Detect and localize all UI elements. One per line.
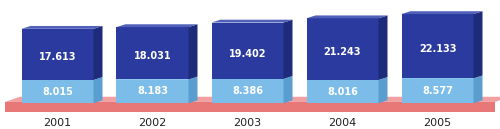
Text: 8.016: 8.016 <box>327 87 358 97</box>
Text: 22.133: 22.133 <box>419 44 456 54</box>
Polygon shape <box>94 26 102 80</box>
Polygon shape <box>306 18 378 80</box>
Polygon shape <box>212 20 292 23</box>
Polygon shape <box>212 79 284 103</box>
Polygon shape <box>402 78 473 103</box>
Polygon shape <box>188 24 198 79</box>
Text: 2001: 2001 <box>44 118 72 128</box>
Polygon shape <box>5 102 495 112</box>
Polygon shape <box>378 15 388 80</box>
Polygon shape <box>22 80 94 103</box>
Text: 21.243: 21.243 <box>324 47 361 57</box>
Polygon shape <box>5 97 500 102</box>
Text: 8.015: 8.015 <box>42 87 73 97</box>
Text: 8.183: 8.183 <box>137 86 168 96</box>
Polygon shape <box>22 29 94 80</box>
Polygon shape <box>402 75 482 78</box>
Polygon shape <box>212 76 292 79</box>
Polygon shape <box>284 20 292 79</box>
Polygon shape <box>116 24 198 27</box>
Polygon shape <box>306 77 388 80</box>
Polygon shape <box>116 79 188 103</box>
Polygon shape <box>306 80 378 103</box>
Polygon shape <box>284 76 292 103</box>
Polygon shape <box>22 77 102 80</box>
Polygon shape <box>188 77 198 103</box>
Text: 8.386: 8.386 <box>232 86 263 96</box>
Text: 2002: 2002 <box>138 118 166 128</box>
Text: 17.613: 17.613 <box>39 52 76 62</box>
Polygon shape <box>116 77 198 79</box>
Text: 2004: 2004 <box>328 118 356 128</box>
Text: 2005: 2005 <box>424 118 452 128</box>
Polygon shape <box>116 27 188 79</box>
Polygon shape <box>402 14 473 78</box>
Polygon shape <box>22 26 102 29</box>
Polygon shape <box>212 23 284 79</box>
Text: 8.577: 8.577 <box>422 86 453 96</box>
Polygon shape <box>94 77 102 103</box>
Text: 18.031: 18.031 <box>134 51 172 61</box>
Polygon shape <box>378 77 388 103</box>
Polygon shape <box>402 11 482 14</box>
Text: 2003: 2003 <box>234 118 262 128</box>
Polygon shape <box>474 11 482 78</box>
Polygon shape <box>306 15 388 18</box>
Polygon shape <box>474 75 482 103</box>
Text: 19.402: 19.402 <box>229 49 266 59</box>
